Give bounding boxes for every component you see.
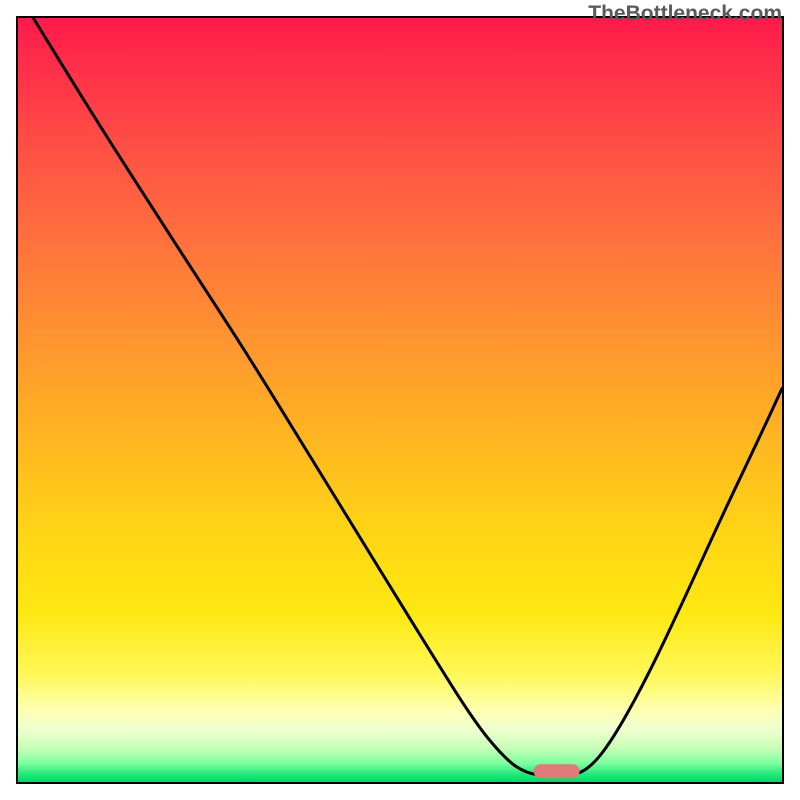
plot-area (16, 16, 784, 784)
chart-container: TheBottleneck.com (0, 0, 800, 800)
watermark-text: TheBottleneck.com (588, 2, 782, 26)
gradient-background (18, 18, 782, 782)
